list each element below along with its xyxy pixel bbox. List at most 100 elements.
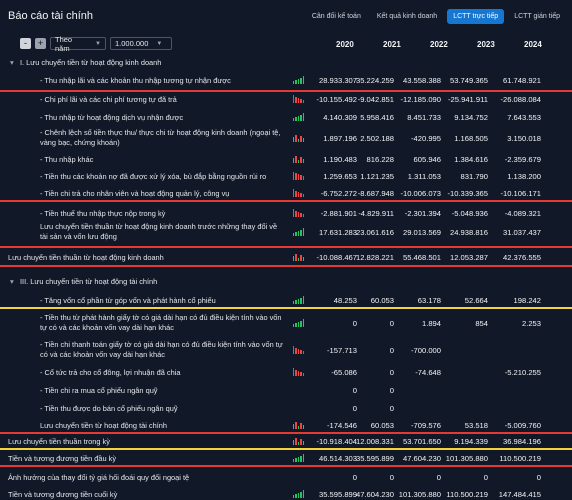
table-row: Tiền và tương đương tiền đầu kỳ 46.514.30…: [0, 454, 572, 464]
sparkline-bar: [297, 231, 300, 236]
sparkline-bar: [293, 459, 295, 462]
trend-sparkline-icon: [293, 172, 304, 180]
sparkline-bar: [302, 490, 304, 498]
tab-cashflow-indirect[interactable]: LCTT gián tiếp: [514, 13, 560, 20]
report-header: Báo cáo tài chính Cân đối kế toán Kết qu…: [0, 0, 572, 32]
sparkline-bar: [297, 426, 300, 429]
cell-value-2024: -5.210.255: [504, 368, 541, 377]
table-row: - Chênh lệch số tiền thực thu/ thực chi …: [0, 128, 572, 148]
sparkline-bar: [295, 458, 297, 462]
sparkline-bar: [293, 440, 295, 445]
trend-sparkline-icon: [293, 113, 304, 121]
table-controls: - + Theo năm ▼ 1.000.000 ▼: [20, 35, 172, 53]
row-label: - Tiền chi trả cho nhân viên và hoạt độn…: [40, 189, 230, 198]
sparkline-bar: [300, 255, 302, 261]
table-row: - Thu nhập lãi và các khoản thu nhập tươ…: [0, 76, 572, 86]
table-row: - Tiền thu được do bán cổ phiếu ngân quỹ…: [0, 404, 572, 414]
trend-sparkline-icon: [293, 490, 304, 498]
collapse-caret-icon[interactable]: ▾: [10, 58, 14, 67]
cell-value-2021: -8.687.948: [357, 189, 394, 198]
cell-value-2023: 9.194.339: [454, 437, 488, 446]
cell-value-2021: 60.053: [370, 421, 394, 430]
sparkline-bar: [300, 492, 302, 498]
sparkline-bar: [297, 192, 300, 197]
cell-value-2022: 1.311.053: [407, 172, 441, 181]
row-label: Lưu chuyển tiền thuần trong kỳ: [8, 437, 110, 446]
tab-balance-sheet[interactable]: Cân đối kế toán: [311, 13, 361, 20]
cell-value-2024: 31.037.437: [502, 228, 541, 237]
cell-value-2020: 0: [352, 386, 357, 395]
year-header-2024: 2024: [524, 40, 542, 49]
unit-select[interactable]: 1.000.000 ▼: [110, 37, 172, 50]
sparkline-bar: [300, 350, 302, 354]
cell-value-2022: -74.648: [415, 368, 441, 377]
cell-value-2021: 816.228: [366, 155, 394, 164]
cell-value-2021: -9.042.851: [357, 95, 394, 104]
report-tabs: Cân đối kế toán Kết quả kinh doanh LCTT …: [306, 9, 566, 24]
sparkline-bar: [302, 176, 304, 180]
cell-value-2020: 1.190.483: [323, 155, 357, 164]
cell-value-2022: -12.185.090: [400, 95, 441, 104]
cell-value-2024: -2.359.679: [504, 155, 541, 164]
period-select[interactable]: Theo năm ▼: [50, 35, 106, 53]
cell-value-2020: 1.897.196: [323, 134, 357, 143]
cell-value-2024: 61.748.921: [502, 76, 541, 85]
trend-sparkline-icon: [293, 209, 304, 217]
sparkline-bar: [300, 78, 302, 84]
cell-value-2022: 0: [436, 473, 441, 482]
cell-value-2020: 48.253: [333, 296, 357, 305]
row-label: Lưu chuyển tiền từ hoạt động tài chính: [40, 421, 168, 430]
trend-sparkline-icon: [293, 155, 304, 163]
sparkline-bar: [300, 157, 302, 163]
trend-sparkline-icon: [293, 346, 304, 354]
sparkline-bar: [295, 254, 297, 261]
sparkline-bar: [297, 174, 300, 180]
cell-value-2022: 29.013.569: [402, 228, 441, 237]
sparkline-bar: [293, 495, 295, 498]
row-label: - Tăng vốn cổ phần từ góp vốn và phát hà…: [40, 296, 216, 305]
trend-sparkline-icon: [293, 421, 304, 429]
trend-sparkline-icon: [293, 95, 304, 103]
sparkline-bar: [293, 137, 295, 142]
cell-value-2021: 1.121.235: [360, 172, 394, 181]
table-row: - Tăng vốn cổ phần từ góp vốn và phát hà…: [0, 296, 572, 306]
sparkline-bar: [295, 173, 297, 180]
collapse-caret-icon[interactable]: ▾: [10, 277, 14, 286]
sparkline-bar: [302, 296, 304, 304]
sparkline-bar: [297, 371, 300, 376]
sparkline-bar: [297, 116, 300, 121]
sparkline-bar: [302, 441, 304, 445]
expand-button[interactable]: +: [35, 38, 46, 49]
red-highlight-line: [0, 465, 572, 467]
cell-value-2023: 9.134.752: [454, 113, 488, 122]
sparkline-bar: [300, 423, 302, 429]
collapse-button[interactable]: -: [20, 38, 31, 49]
sparkline-bar: [297, 349, 300, 354]
cell-value-2020: 4.140.309: [323, 113, 357, 122]
table-row: Lưu chuyển tiền thuần từ hoạt động kinh …: [0, 253, 572, 263]
sparkline-bar: [293, 424, 295, 429]
year-header-2021: 2021: [383, 40, 401, 49]
sparkline-bar: [293, 346, 295, 354]
table-row: Lưu chuyển tiền từ hoạt động tài chính -1…: [0, 421, 572, 431]
table-row: Tiền và tương đương tiền cuối kỳ 35.595.8…: [0, 490, 572, 500]
tab-cashflow-direct[interactable]: LCTT trực tiếp: [447, 9, 505, 24]
row-label: - Tiền thu từ phát hành giấy tờ có giá d…: [40, 313, 282, 322]
cell-value-2021: 5.958.416: [360, 113, 394, 122]
sparkline-bar: [295, 494, 297, 498]
cell-value-2020: -174.546: [327, 421, 357, 430]
cell-value-2023: 12.053.287: [449, 253, 488, 262]
cell-value-2020: 0: [352, 473, 357, 482]
cell-value-2023: 1.384.616: [454, 155, 488, 164]
cell-value-2023: 854: [475, 319, 488, 328]
cell-value-2024: -5.009.760: [504, 421, 541, 430]
yellow-highlight-line: [0, 448, 572, 450]
sparkline-bar: [295, 156, 297, 163]
table-row: - Tiền chi thanh toán giấy tờ có giá dài…: [0, 340, 572, 360]
sparkline-bar: [302, 425, 304, 429]
row-label: - Cổ tức trả cho cổ đông, lợi nhuận đã c…: [40, 368, 181, 377]
sparkline-bar: [297, 98, 300, 103]
sparkline-bar: [295, 323, 297, 327]
tab-income-statement[interactable]: Kết quả kinh doanh: [376, 13, 438, 20]
cell-value-2022: 55.468.501: [402, 253, 441, 262]
